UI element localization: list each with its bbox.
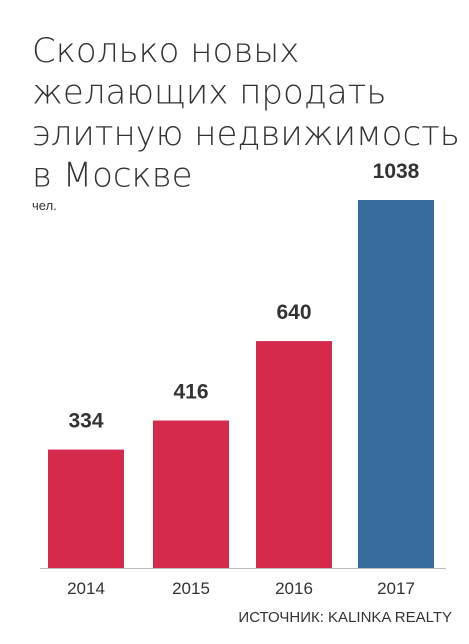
value-label: 416 [173,381,208,404]
source: ИСТОЧНИК: KALINKA REALTY [238,609,452,626]
value-label: 640 [276,301,311,324]
unit-label: чел. [32,198,57,213]
value-label: 334 [68,410,103,433]
bar [256,341,332,568]
bar [358,200,434,568]
value-label: 1038 [373,160,420,183]
chart-title: элитную недвижимость [32,114,460,154]
chart-title: желающих продать [32,73,386,113]
x-tick-label: 2014 [67,579,105,598]
bar [153,420,229,568]
chart-title: Сколько новых [32,31,299,71]
x-tick-label: 2017 [377,579,415,598]
x-tick-label: 2016 [275,579,313,598]
chart-title: в Москве [32,156,193,196]
x-tick-label: 2015 [172,579,210,598]
bar [48,449,124,568]
